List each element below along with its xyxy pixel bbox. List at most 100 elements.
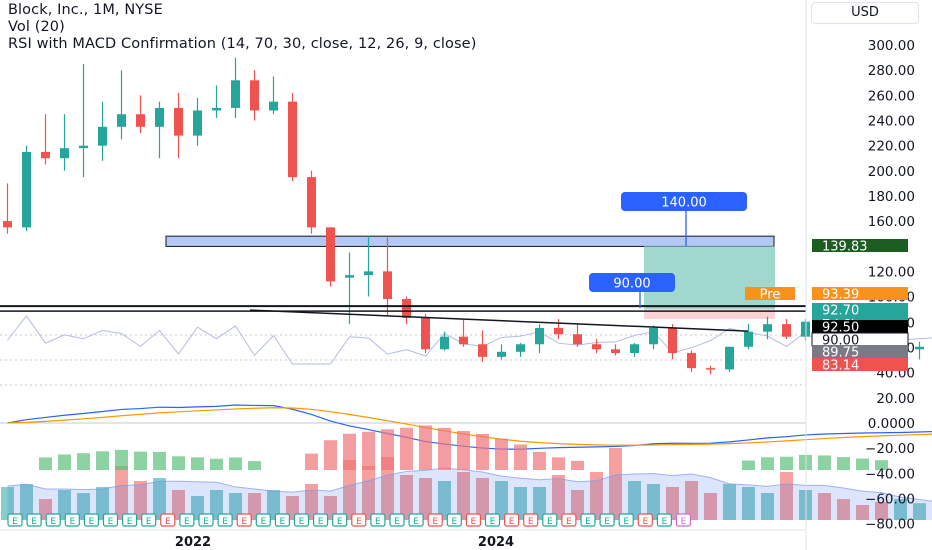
earnings-marker-icon[interactable]: [408, 513, 424, 527]
earnings-marker-icon[interactable]: [83, 513, 100, 527]
legend-indicator[interactable]: RSI with MACD Confirmation (14, 70, 30, …: [8, 36, 477, 52]
candle[interactable]: [193, 97, 202, 146]
earnings-marker-icon[interactable]: [236, 513, 252, 527]
currency-selector[interactable]: USD: [811, 2, 919, 24]
candle[interactable]: [573, 324, 582, 347]
earnings-marker-icon[interactable]: [198, 513, 214, 527]
candle[interactable]: [687, 350, 696, 372]
earnings-marker-icon[interactable]: [274, 513, 290, 527]
candle[interactable]: [649, 325, 658, 350]
candle[interactable]: [60, 114, 69, 171]
earnings-marker-icon[interactable]: [370, 513, 386, 527]
earnings-marker-icon[interactable]: [656, 513, 673, 527]
earnings-marker-icon[interactable]: [389, 513, 405, 527]
price-level-box[interactable]: [589, 273, 675, 292]
candle[interactable]: [117, 70, 126, 140]
candle[interactable]: [630, 343, 639, 357]
legend-symbol[interactable]: Block, Inc., 1M, NYSE: [8, 2, 163, 18]
earnings-marker-icon[interactable]: [580, 513, 596, 527]
candle[interactable]: [554, 319, 563, 340]
earnings-marker-icon[interactable]: [7, 513, 23, 527]
candle[interactable]: [535, 324, 544, 354]
candle[interactable]: [22, 145, 31, 232]
candle[interactable]: [706, 365, 715, 375]
candle[interactable]: [478, 330, 487, 362]
candle[interactable]: [668, 324, 677, 360]
candle[interactable]: [611, 344, 620, 356]
candle[interactable]: [915, 341, 924, 360]
earnings-marker-icon[interactable]: [465, 513, 481, 527]
price-axis-tag-orange[interactable]: 93.39 Pre: [745, 287, 908, 303]
earnings-marker-icon[interactable]: [255, 513, 271, 527]
earnings-marker-icon[interactable]: [102, 513, 119, 527]
earnings-marker-icon[interactable]: [45, 513, 61, 527]
long-position-stop-zone[interactable]: [644, 309, 775, 320]
trendline[interactable]: [249, 309, 749, 332]
candle[interactable]: [364, 236, 373, 297]
earnings-marker-icon[interactable]: [64, 513, 80, 527]
candle[interactable]: [383, 237, 392, 316]
earnings-marker-icon[interactable]: [121, 513, 138, 527]
earnings-marker-icon[interactable]: [446, 513, 462, 527]
earnings-marker-icon[interactable]: [637, 513, 653, 527]
drawings-layer[interactable]: 140.00 90.00: [0, 192, 806, 332]
earnings-marker-icon[interactable]: [313, 513, 329, 527]
price-axis[interactable]: 300.00 280.00 260.00 240.00 220.00 200.00 180.…: [745, 0, 915, 550]
candle[interactable]: [3, 183, 12, 234]
candle[interactable]: [725, 346, 734, 372]
earnings-marker-icon[interactable]: [26, 513, 42, 527]
macd-histogram-bar: [210, 458, 223, 470]
earnings-marker-icon[interactable]: [561, 513, 577, 527]
price-axis-tag-value: 92.70: [822, 304, 859, 319]
candle[interactable]: [174, 92, 183, 159]
price-level-box[interactable]: [621, 192, 747, 211]
candle[interactable]: [231, 57, 240, 119]
earnings-marker-icon[interactable]: [427, 513, 443, 527]
candle[interactable]: [744, 324, 753, 350]
candle[interactable]: [41, 114, 50, 165]
earnings-marker-icon[interactable]: [523, 513, 539, 527]
earnings-marker-glyph: E: [394, 517, 400, 527]
candle[interactable]: [136, 95, 145, 134]
candle[interactable]: [155, 101, 164, 159]
candle[interactable]: [250, 70, 259, 121]
candle[interactable]: [269, 76, 278, 115]
time-axis[interactable]: 2022 2024: [0, 529, 806, 550]
candle[interactable]: [459, 319, 468, 347]
candle[interactable]: [326, 227, 335, 287]
earnings-marker-icon[interactable]: [504, 513, 520, 527]
price-axis-tag-white[interactable]: 90.00: [811, 332, 909, 349]
earnings-marker-icon[interactable]: [217, 513, 233, 527]
candle[interactable]: [421, 314, 430, 354]
price-axis-tag-black[interactable]: 92.50: [812, 320, 908, 336]
candle[interactable]: [782, 319, 791, 340]
earnings-marker-icon[interactable]: [618, 513, 634, 527]
resistance-zone[interactable]: [165, 235, 775, 247]
candle[interactable]: [345, 252, 354, 325]
candle[interactable]: [497, 344, 506, 360]
candle[interactable]: [516, 343, 525, 357]
earnings-marker-icon[interactable]: [675, 513, 692, 527]
earnings-marker-icon[interactable]: [141, 513, 157, 527]
price-axis-tag-dark-green[interactable]: 139.83: [812, 239, 908, 255]
candle[interactable]: [307, 170, 316, 234]
price-axis-tag-red[interactable]: 83.14: [812, 358, 908, 374]
legend-volume[interactable]: Vol (20): [8, 19, 65, 35]
candle[interactable]: [592, 339, 601, 354]
candle[interactable]: [440, 331, 449, 351]
earnings-marker-icon[interactable]: [351, 513, 367, 527]
candle[interactable]: [212, 85, 221, 119]
candle[interactable]: [288, 92, 297, 181]
candle[interactable]: [79, 63, 88, 178]
price-axis-tag-gray[interactable]: 89.75: [812, 345, 908, 361]
earnings-marker-icon[interactable]: [484, 513, 501, 527]
earnings-marker-icon[interactable]: [160, 513, 176, 527]
earnings-marker-icon[interactable]: [599, 513, 615, 527]
earnings-marker-icon[interactable]: [179, 513, 195, 527]
earnings-marker-icon[interactable]: [332, 513, 348, 527]
candle[interactable]: [763, 316, 772, 340]
earnings-marker-icon[interactable]: [293, 513, 310, 527]
earnings-marker-icon[interactable]: [542, 513, 558, 527]
candle[interactable]: [98, 101, 107, 161]
